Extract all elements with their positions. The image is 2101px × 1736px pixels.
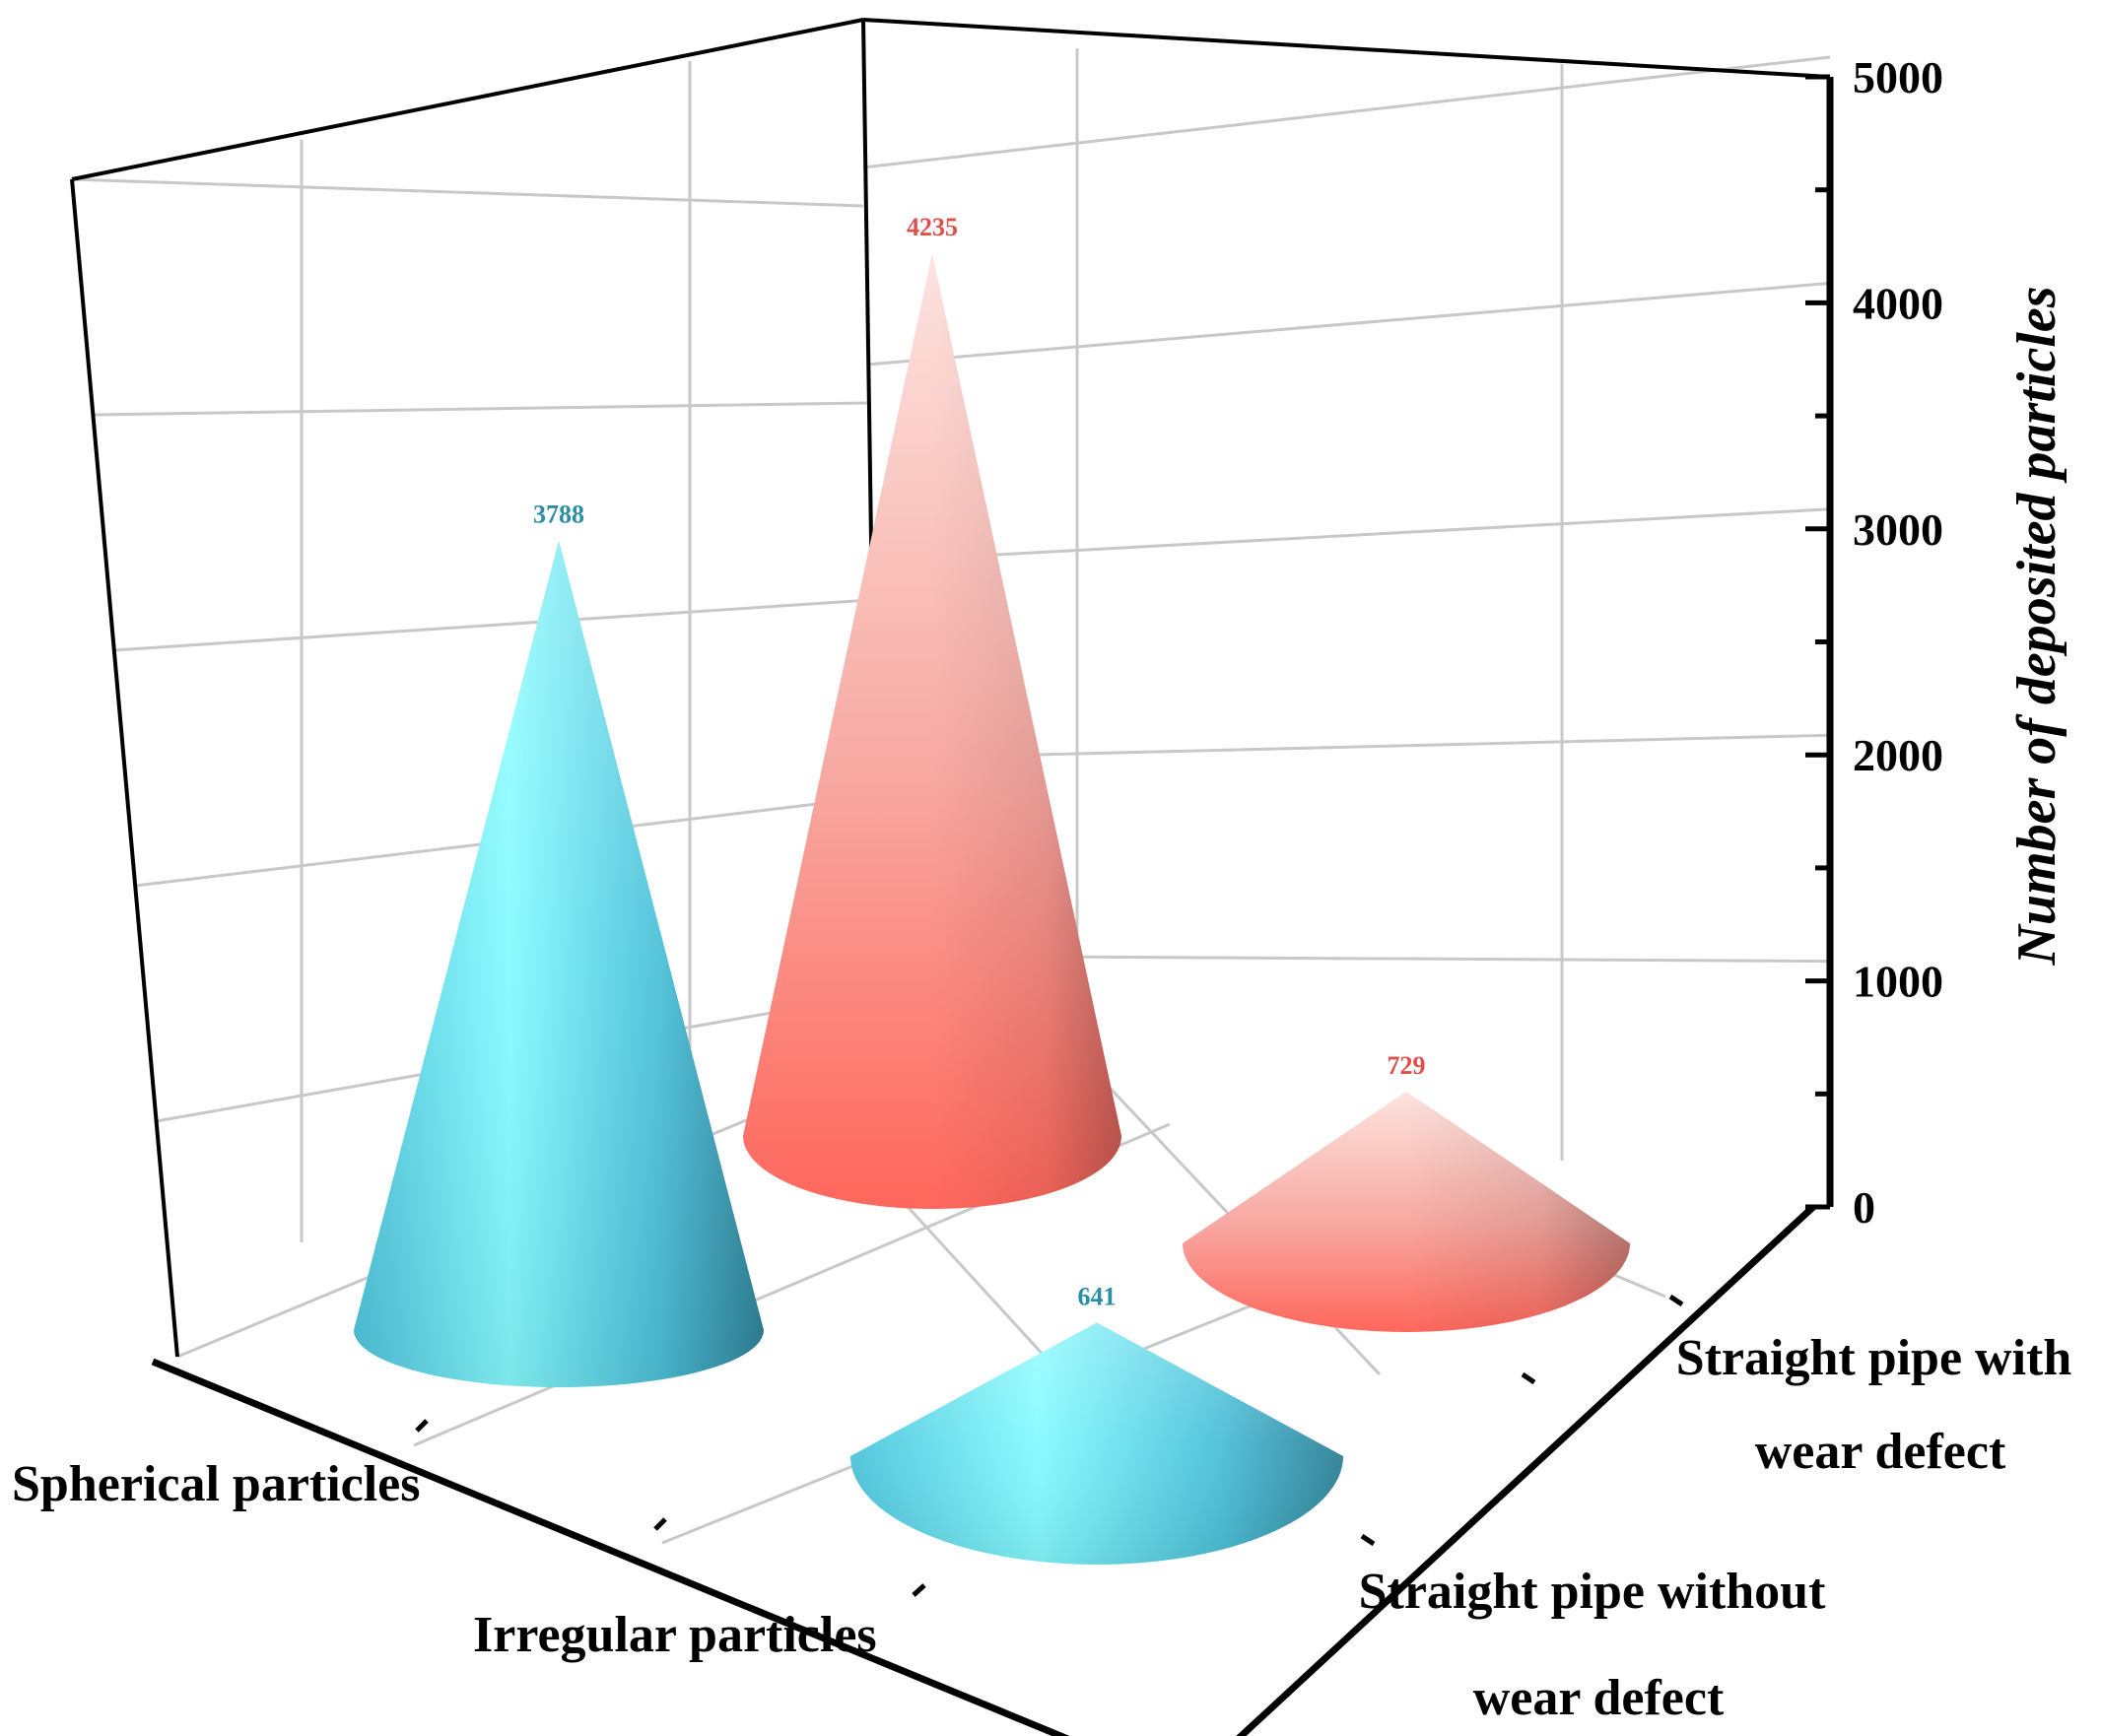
grid-line	[862, 55, 1831, 169]
cone-blue-1	[354, 540, 764, 1387]
group-label-spherical: Spherical particles	[12, 1456, 421, 1512]
y-tick-labels: 0 1000 2000 3000 4000 5000	[1853, 52, 1943, 1233]
data-label: 641	[1078, 1282, 1117, 1310]
grid-line	[870, 507, 1831, 564]
y-tick-label: 3000	[1853, 504, 1943, 555]
y-tick-label: 0	[1853, 1182, 1875, 1233]
y-axis-title: Number of deposited particles	[2006, 286, 2067, 966]
cone-shade	[743, 253, 1121, 1209]
grid-line	[71, 177, 864, 208]
group-label-irregular: Irregular particles	[473, 1607, 877, 1663]
category-label-with-defect: Straight pipe with wear defect	[1676, 1330, 2085, 1480]
cone-shade	[354, 540, 764, 1387]
grid-line	[93, 401, 867, 417]
y-tick-label: 1000	[1853, 957, 1943, 1007]
cone-red-1	[743, 253, 1121, 1209]
x-tick-marks	[415, 1294, 1684, 1597]
y-tick-label: 5000	[1853, 52, 1943, 102]
category-label-without-defect: Straight pipe without wear defect	[1359, 1564, 1839, 1726]
cones: 4235 729 3788 641	[354, 213, 1630, 1565]
grid-line	[866, 281, 1831, 367]
y-tick-label: 2000	[1853, 730, 1943, 780]
data-label: 729	[1388, 1051, 1426, 1080]
data-label: 3788	[533, 501, 584, 529]
y-tick-label: 4000	[1853, 278, 1943, 328]
cone-shade	[1183, 1091, 1630, 1332]
cone-red-0	[1183, 1091, 1630, 1332]
cone-blue-0	[850, 1322, 1343, 1565]
data-label: 4235	[907, 213, 958, 241]
grid-line	[113, 598, 871, 652]
y-tick-marks	[1805, 74, 1830, 1210]
cone-shade	[850, 1322, 1343, 1565]
